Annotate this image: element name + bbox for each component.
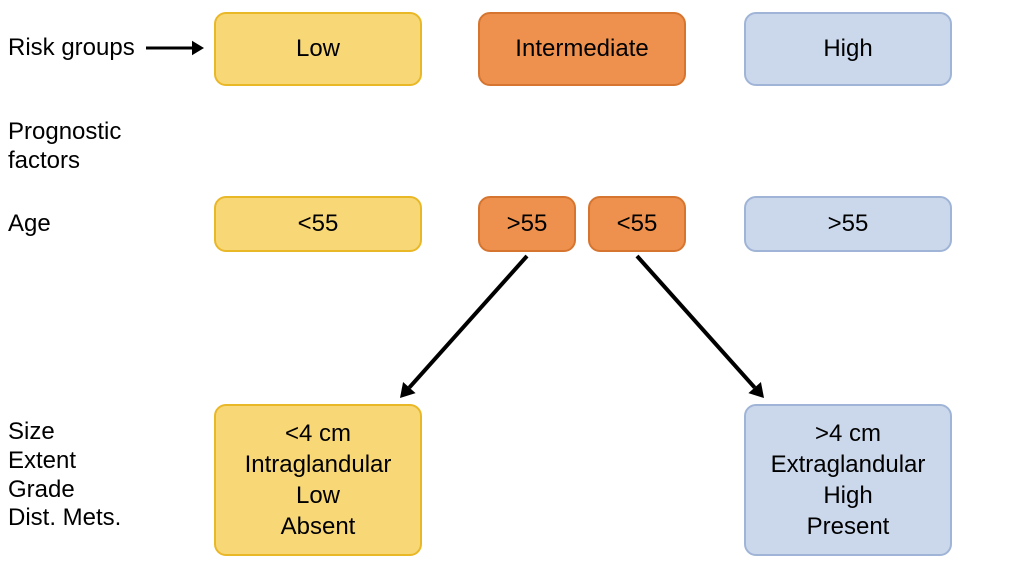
detail-box-high: >4 cm Extraglandular High Present	[744, 404, 952, 556]
risk-box-high: High	[744, 12, 952, 86]
age-box-lt55-low: <55	[214, 196, 422, 252]
label-prognostic-factors: Prognostic factors	[8, 118, 121, 176]
label-bottom-factors: Size Extent Grade Dist. Mets.	[8, 418, 121, 533]
age-box-gt55-intermediate: >55	[478, 196, 576, 252]
age-box-lt55-intermediate: <55	[588, 196, 686, 252]
age-lt55-to-high	[637, 256, 764, 398]
label-risk-groups: Risk groups	[8, 34, 135, 63]
age-box-gt55-high: >55	[744, 196, 952, 252]
label-age: Age	[8, 210, 51, 239]
risk-groups-arrow	[146, 41, 204, 55]
detail-box-low: <4 cm Intraglandular Low Absent	[214, 404, 422, 556]
age-gt55-to-low	[400, 256, 527, 398]
risk-box-intermediate: Intermediate	[478, 12, 686, 86]
risk-box-low: Low	[214, 12, 422, 86]
